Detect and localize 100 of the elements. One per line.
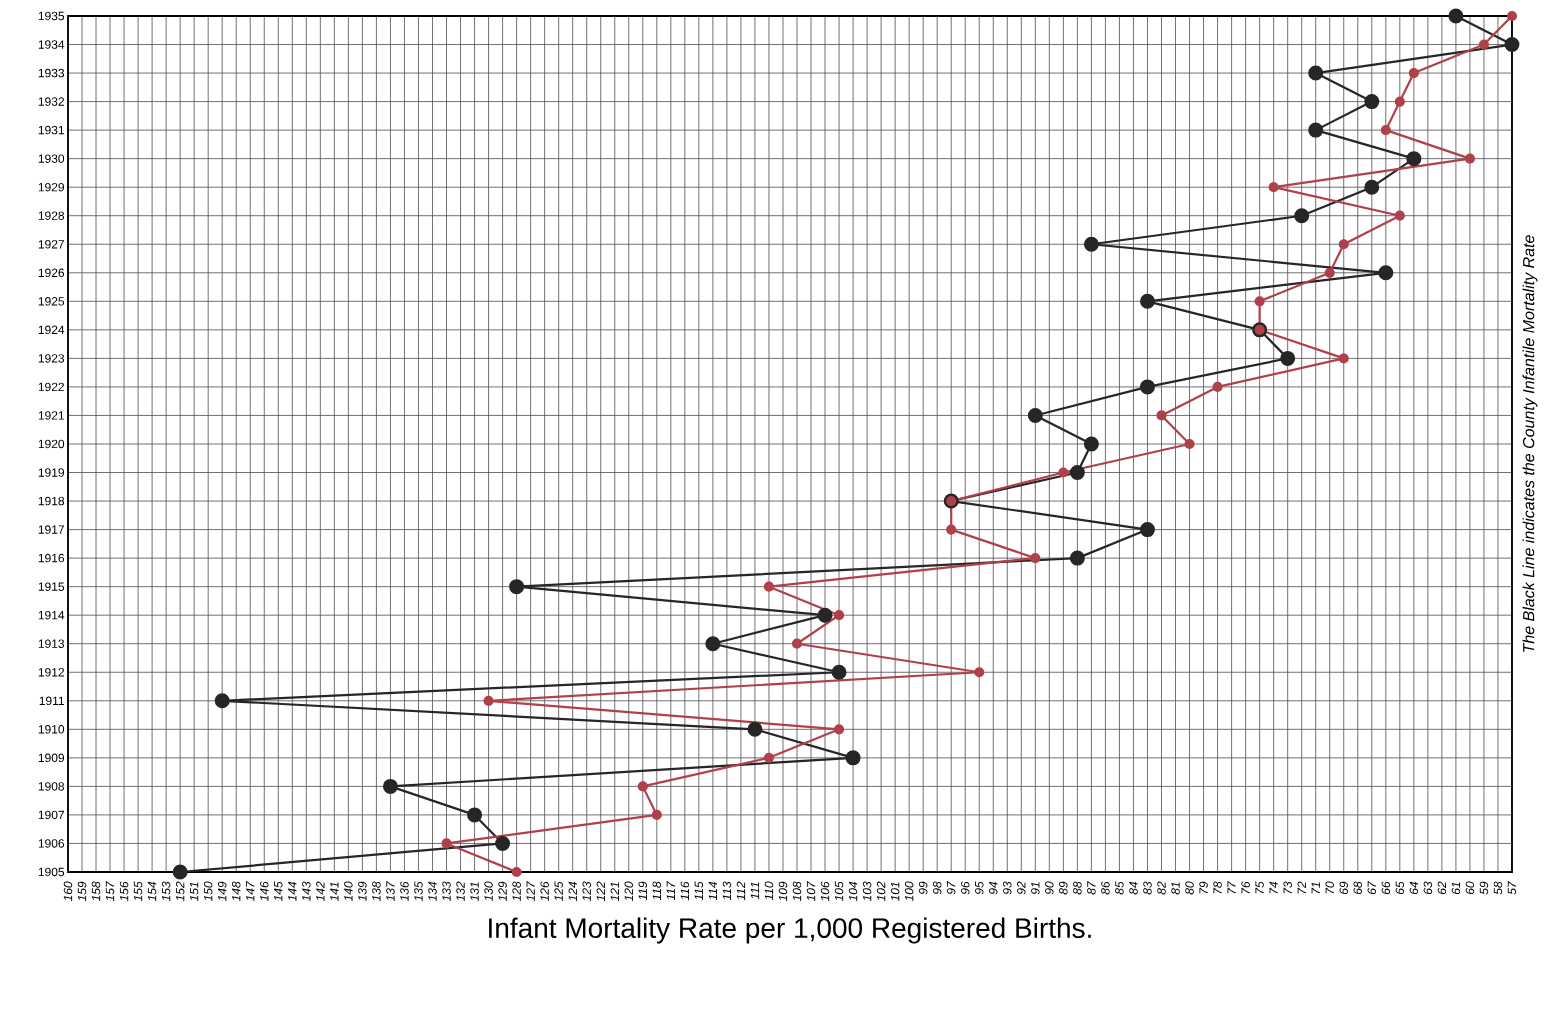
x-tick-label: 58	[1493, 881, 1503, 895]
x-tick-label: 101	[890, 882, 900, 902]
x-tick-label: 139	[358, 881, 367, 902]
x-tick-label: 60	[1465, 881, 1475, 895]
y-tick-label: 1908	[38, 782, 65, 791]
y-tick-label: 1906	[38, 839, 65, 848]
y-tick-label: 1926	[38, 268, 65, 278]
x-tick-label: 89	[1059, 881, 1068, 895]
y-tick-label: 1912	[38, 668, 64, 677]
text: The Black Line indicates the County Infantile Mortality Rate	[1522, 235, 1538, 652]
x-tick-label: 140	[344, 881, 353, 902]
x-tick-label: 70	[1325, 881, 1334, 894]
x-tick-label: 135	[414, 881, 423, 902]
x-tick-label: 121	[610, 882, 619, 902]
y-tick-label: 1910	[38, 725, 65, 734]
x-tick-label: 93	[1003, 881, 1012, 895]
x-tick-label: 151	[189, 882, 199, 902]
x-tick-label: 110	[764, 881, 774, 901]
y-tick-label: 1931	[38, 125, 64, 135]
y-tick-label: 1925	[38, 297, 65, 306]
x-tick-label: 115	[694, 881, 704, 901]
x-tick-label: 88	[1073, 881, 1082, 895]
y-tick-label: 1920	[38, 439, 65, 449]
x-tick-label: 90	[1045, 881, 1054, 895]
x-tick-label: 81	[1171, 882, 1180, 895]
x-tick-label: 111	[750, 882, 760, 900]
x-tick-label: 146	[260, 881, 269, 902]
x-tick-label: 113	[722, 881, 732, 901]
x-tick-label: 92	[1017, 881, 1026, 895]
x-tick-label: 71	[1311, 882, 1320, 894]
x-tick-label: 62	[1437, 881, 1447, 895]
x-tick-label: 69	[1339, 881, 1349, 895]
x-tick-label: 80	[1185, 881, 1194, 895]
x-tick-label: 123	[582, 881, 591, 902]
x-tick-label: 79	[1199, 881, 1208, 894]
x-tick-label: 83	[1143, 881, 1152, 895]
x-tick-label: 132	[456, 881, 465, 902]
x-tick-label: 126	[540, 881, 549, 902]
y-tick-label: 1922	[38, 382, 64, 392]
x-tick-label: 156	[119, 881, 129, 902]
x-tick-label: 109	[778, 881, 788, 902]
x-tick-label: 91	[1031, 882, 1040, 895]
y-tick-label: 1924	[38, 325, 65, 335]
x-tick-label: 130	[484, 881, 493, 902]
y-tick-label: 1933	[38, 68, 65, 78]
x-tick-label: 157	[105, 881, 115, 902]
x-tick-label: 105	[834, 881, 844, 902]
y-tick-label: 1923	[38, 354, 65, 363]
x-tick-label: 141	[330, 882, 339, 902]
x-tick-label: 152	[175, 881, 185, 902]
x-tick-label: 142	[316, 881, 325, 902]
y-tick-label: 1928	[38, 211, 65, 220]
y-tick-label: 1927	[38, 240, 64, 249]
x-tick-label: 82	[1157, 881, 1166, 895]
y-tick-label: 1911	[39, 696, 64, 706]
y-tick-label: 1918	[38, 496, 65, 506]
x-tick-label: 103	[862, 881, 872, 902]
x-tick-label: 153	[161, 881, 171, 902]
x-tick-label: 127	[526, 881, 535, 902]
x-tick-label: 108	[792, 881, 802, 902]
x-tick-label: 73	[1283, 881, 1292, 894]
x-tick-label: 114	[708, 881, 718, 901]
x-tick-label: 128	[512, 881, 521, 902]
x-tick-label: 147	[246, 881, 255, 902]
x-tick-label: 86	[1101, 881, 1110, 895]
x-tick-label: 112	[736, 881, 746, 901]
x-tick-label: 106	[820, 881, 830, 902]
x-tick-label: 158	[91, 881, 101, 902]
x-tick-label: 145	[274, 881, 283, 902]
x-tick-label: 129	[498, 881, 507, 902]
y-tick-label: 1935	[38, 11, 65, 21]
x-tick-label: 77	[1227, 881, 1236, 894]
y-tick-label: 1919	[38, 468, 65, 477]
x-tick-label: 68	[1353, 881, 1363, 895]
x-tick-label: 138	[372, 881, 381, 902]
x-tick-label: 95	[975, 881, 984, 895]
x-tick-label: 124	[568, 881, 577, 902]
y-tick-label: 1916	[38, 553, 65, 563]
y-tick-label: 1914	[38, 610, 65, 620]
y-tick-label: 1930	[38, 154, 65, 163]
x-tick-label: 104	[848, 881, 858, 902]
x-tick-label: 99	[918, 881, 928, 895]
x-tick-label: 65	[1395, 881, 1405, 895]
x-tick-label: 84	[1129, 881, 1138, 895]
y-tick-label: 1907	[38, 810, 64, 820]
x-tick-label: 94	[989, 881, 998, 895]
y-tick-label: 1921	[38, 411, 64, 420]
y-tick-label: 1913	[38, 639, 65, 648]
x-tick-label: 148	[231, 881, 241, 902]
x-tick-label: 98	[932, 881, 942, 895]
x-tick-label: 107	[806, 881, 816, 902]
x-tick-label: 78	[1213, 881, 1222, 894]
x-tick-label: 143	[302, 881, 311, 902]
x-tick-label: 144	[288, 881, 297, 902]
x-tick-label: 76	[1241, 881, 1250, 894]
x-tick-label: 154	[147, 881, 157, 902]
x-tick-label: 137	[386, 881, 395, 902]
x-tick-label: 134	[428, 881, 437, 902]
x-tick-label: 64	[1409, 881, 1419, 895]
y-tick-label: 1934	[38, 40, 65, 49]
